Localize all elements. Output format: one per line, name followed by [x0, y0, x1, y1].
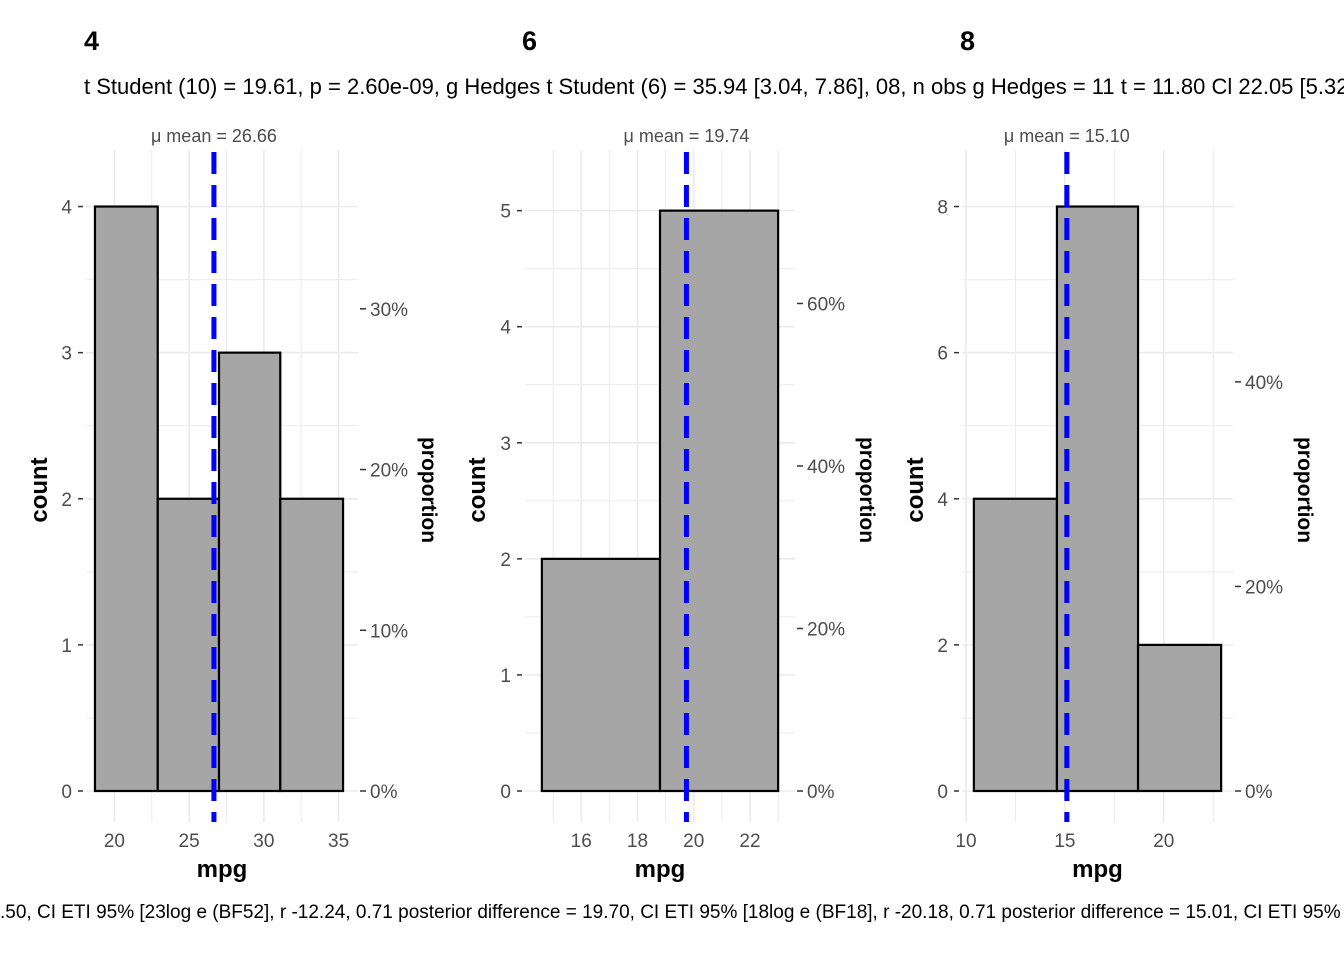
y-tick-label: 2: [500, 550, 511, 571]
proportion-tick-label: 40%: [1245, 373, 1283, 394]
y-tick-label: 0: [500, 782, 511, 803]
histogram-bar: [279, 497, 345, 793]
proportion-tick-label: 20%: [370, 461, 408, 482]
proportion-tick-label: 30%: [370, 300, 408, 321]
y-tick-label: 0: [937, 782, 948, 803]
secondary-axis-title: proportion: [855, 437, 878, 543]
histogram-bar: [156, 497, 221, 793]
y-tick-label: 1: [61, 636, 72, 657]
x-tick-label: 22: [739, 831, 760, 852]
proportion-tick-label: 20%: [1245, 577, 1283, 598]
histogram-bar: [217, 351, 282, 793]
histogram-bar: [658, 209, 780, 793]
panel-6: 6 μ mean = 19.74 0 1 2 3 4 5 16 18 20 22 0% 20% 40% 60%…: [464, 26, 878, 883]
histogram-bar: [1136, 643, 1223, 793]
proportion-tick-label: 60%: [807, 294, 845, 315]
x-tick-label: 16: [571, 831, 592, 852]
panel-8: 8 μ mean = 15.10 0 2 4 6 8 10 15 20 0% 20% 40% mpg cou…: [902, 26, 1316, 883]
histogram-bar: [1055, 205, 1140, 793]
y-tick-label: 5: [500, 202, 511, 223]
x-tick-label: 18: [627, 831, 648, 852]
x-tick-label: 20: [1153, 831, 1174, 852]
panel-title: 8: [960, 26, 975, 56]
bottom-bayes-caption: .50, CI ETI 95% [23log e (BF52], r -12.2…: [0, 902, 1344, 923]
x-axis-title: mpg: [197, 856, 248, 883]
x-axis-title: mpg: [635, 856, 686, 883]
proportion-tick-label: 10%: [370, 621, 408, 642]
y-tick-label: 1: [500, 666, 511, 687]
mean-label: μ mean = 19.74: [623, 126, 749, 146]
y-tick-label: 4: [61, 198, 72, 219]
secondary-axis-title: proportion: [1293, 437, 1316, 543]
y-tick-label: 3: [500, 434, 511, 455]
x-tick-label: 20: [104, 831, 125, 852]
x-tick-label: 10: [955, 831, 976, 852]
proportion-tick-label: 0%: [807, 782, 835, 803]
x-tick-label: 35: [328, 831, 349, 852]
y-axis-title: count: [26, 457, 53, 522]
secondary-axis-title: proportion: [417, 437, 440, 543]
panel-4: 4 μ mean = 26.66 0 1 2 3 4 20 25 30 35 0% 10% 20% 30% m…: [26, 26, 440, 883]
y-axis-title: count: [902, 457, 929, 522]
y-tick-label: 2: [61, 490, 72, 511]
y-tick-label: 3: [61, 344, 72, 365]
mean-label: μ mean = 26.66: [151, 126, 277, 146]
proportion-tick-label: 40%: [807, 457, 845, 478]
panel-title: 6: [522, 26, 537, 56]
x-tick-label: 15: [1054, 831, 1075, 852]
y-tick-label: 2: [937, 636, 948, 657]
x-tick-label: 20: [683, 831, 704, 852]
y-tick-label: 4: [500, 318, 511, 339]
histogram-bar: [93, 205, 159, 793]
x-tick-label: 25: [179, 831, 200, 852]
panel-title: 4: [84, 26, 99, 56]
y-tick-label: 4: [937, 490, 948, 511]
proportion-tick-label: 0%: [1245, 782, 1273, 803]
proportion-tick-label: 0%: [370, 782, 398, 803]
histogram-bar: [972, 497, 1059, 793]
y-tick-label: 0: [61, 782, 72, 803]
y-tick-label: 8: [937, 198, 948, 219]
x-axis-title: mpg: [1072, 856, 1123, 883]
mean-label: μ mean = 15.10: [1004, 126, 1130, 146]
y-tick-label: 6: [937, 344, 948, 365]
top-stat-subtitle: t Student (10) = 19.61, p = 2.60e-09, g …: [84, 74, 1344, 99]
x-tick-label: 30: [253, 831, 274, 852]
y-axis-title: count: [464, 457, 491, 522]
proportion-tick-label: 20%: [807, 619, 845, 640]
histogram-bar: [540, 557, 662, 793]
